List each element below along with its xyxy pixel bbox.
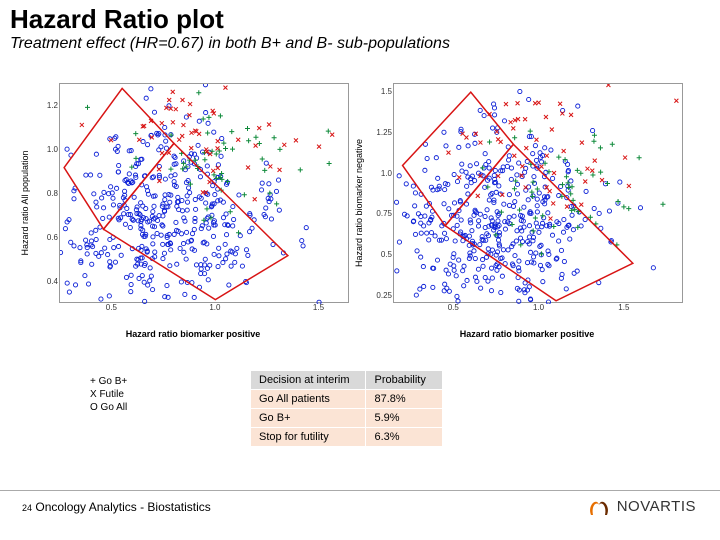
legend-go-all: O Go All — [90, 401, 127, 414]
page-subtitle: Treatment effect (HR=0.67) in both B+ an… — [0, 35, 720, 53]
legend: + Go B+ X Futile O Go All — [90, 375, 127, 414]
table-cell: 6.3% — [366, 428, 442, 447]
table-cell: Go All patients — [251, 390, 366, 409]
legend-go-bplus: + Go B+ — [90, 375, 127, 388]
table-row: Go B+5.9% — [251, 409, 443, 428]
table-cell: Stop for futility — [251, 428, 366, 447]
logo-text: NOVARTIS — [617, 498, 696, 515]
charts-row: Hazard ratio All population 0.40.60.81.0… — [0, 83, 720, 323]
table-header-prob: Probability — [366, 371, 442, 390]
left-xlabel: Hazard ratio biomarker positive — [33, 329, 353, 339]
decision-table: Decision at interim Probability Go All p… — [250, 370, 443, 447]
xlabel-row: Hazard ratio biomarker positive Hazard r… — [0, 329, 720, 339]
footer-text: Oncology Analytics - Biostatistics — [35, 500, 210, 514]
right-xlabel: Hazard ratio biomarker positive — [367, 329, 687, 339]
table-row: Stop for futility6.3% — [251, 428, 443, 447]
left-ylabel: Hazard ratio All population — [20, 150, 30, 255]
table-cell: Go B+ — [251, 409, 366, 428]
right-chart: Hazard ratio biomarker negative 0.250.50… — [367, 83, 687, 323]
right-plot-area: 0.250.50.751.01.251.50.51.01.5 — [393, 83, 683, 303]
table-row: Go All patients87.8% — [251, 390, 443, 409]
logo-icon — [587, 495, 611, 517]
logo: NOVARTIS — [587, 495, 696, 517]
left-chart: Hazard ratio All population 0.40.60.81.0… — [33, 83, 353, 323]
right-ylabel: Hazard ratio biomarker negative — [354, 139, 364, 267]
table-header-decision: Decision at interim — [251, 371, 366, 390]
legend-futile: X Futile — [90, 388, 127, 401]
page-number: 24 — [22, 503, 32, 513]
footer: 24 Oncology Analytics - Biostatistics — [22, 500, 211, 514]
table-cell: 5.9% — [366, 409, 442, 428]
left-plot-area: 0.40.60.81.01.20.51.01.5 — [59, 83, 349, 303]
table-cell: 87.8% — [366, 390, 442, 409]
page-title: Hazard Ratio plot — [0, 0, 720, 35]
footer-rule — [0, 490, 720, 491]
